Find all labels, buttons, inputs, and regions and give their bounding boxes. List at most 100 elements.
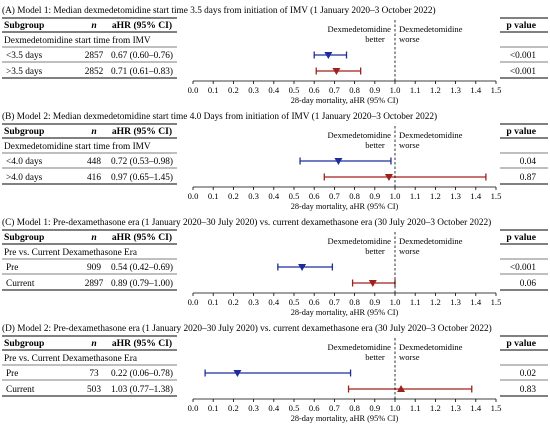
- x-tick-label: 0.6: [309, 403, 320, 413]
- x-tick-label: 1.5: [491, 191, 502, 201]
- group-label: Dexmedetomidine start time from IMV: [4, 141, 151, 152]
- x-tick-label: 1.3: [450, 403, 461, 413]
- row-p-value: 0.04: [520, 157, 537, 167]
- x-tick-label: 0.2: [228, 191, 239, 201]
- x-tick-label: 1.4: [470, 403, 481, 413]
- better-label: Dexmedetomidine: [328, 342, 392, 352]
- x-tick-label: 1.1: [410, 85, 421, 95]
- x-tick-label: 0.9: [369, 191, 380, 201]
- row-ahr: 0.67 (0.60–0.76): [111, 50, 173, 61]
- x-tick-label: 0.8: [349, 297, 360, 307]
- x-tick-label: 0.9: [369, 85, 380, 95]
- x-tick-label: 1.5: [491, 297, 502, 307]
- x-tick-label: 0.8: [349, 85, 360, 95]
- column-header-n: n: [91, 232, 96, 243]
- row-label: <3.5 days: [6, 51, 43, 61]
- x-tick-label: 1.3: [450, 297, 461, 307]
- x-tick-label: 0.8: [349, 403, 360, 413]
- row-n: 2897: [85, 279, 104, 289]
- x-tick-label: 0.4: [268, 191, 279, 201]
- x-tick-label: 0.3: [248, 85, 259, 95]
- x-axis-label: 28-day mortality, aHR (95% CI): [291, 202, 399, 211]
- x-tick-label: 1.3: [450, 191, 461, 201]
- worse-label: worse: [399, 246, 420, 256]
- row-n: 73: [89, 369, 99, 379]
- x-tick-label: 0.7: [329, 191, 340, 201]
- row-ahr: 0.22 (0.06–0.78): [111, 368, 173, 379]
- x-tick-label: 0.0: [188, 85, 199, 95]
- column-header-subgroup: Subgroup: [4, 232, 44, 243]
- better-label: better: [365, 34, 385, 44]
- column-header-p-value: p value: [506, 232, 536, 243]
- x-tick-label: 1.0: [390, 403, 401, 413]
- estimate-marker: [332, 68, 341, 75]
- estimate-marker: [324, 52, 333, 59]
- x-tick-label: 1.2: [430, 85, 441, 95]
- worse-label: Dexmedetomidine: [399, 130, 463, 140]
- better-label: better: [365, 352, 385, 362]
- x-tick-label: 1.5: [491, 85, 502, 95]
- column-header-ahr: aHR (95% CI): [112, 126, 172, 137]
- x-tick-label: 0.3: [248, 403, 259, 413]
- row-label: Current: [6, 279, 35, 289]
- better-label: better: [365, 140, 385, 150]
- x-tick-label: 0.1: [208, 191, 219, 201]
- column-header-subgroup: Subgroup: [4, 338, 44, 349]
- x-tick-label: 1.0: [390, 297, 401, 307]
- row-label: <4.0 days: [6, 157, 43, 167]
- row-p-value: <0.001: [510, 51, 537, 61]
- x-tick-label: 0.6: [309, 297, 320, 307]
- x-tick-label: 1.3: [450, 85, 461, 95]
- worse-label: Dexmedetomidine: [399, 24, 463, 34]
- worse-label: Dexmedetomidine: [399, 236, 463, 246]
- x-axis-label: 28-day mortality, aHR (95% CI): [291, 96, 399, 105]
- better-label: Dexmedetomidine: [328, 236, 392, 246]
- row-p-value: 0.06: [520, 279, 537, 289]
- x-tick-label: 0.4: [268, 85, 279, 95]
- x-tick-label: 0.3: [248, 191, 259, 201]
- x-tick-label: 0.9: [369, 403, 380, 413]
- x-tick-label: 1.5: [491, 403, 502, 413]
- column-header-ahr: aHR (95% CI): [112, 232, 172, 243]
- x-tick-label: 0.5: [289, 297, 300, 307]
- x-tick-label: 0.7: [329, 85, 340, 95]
- column-header-subgroup: Subgroup: [4, 20, 44, 31]
- x-tick-label: 1.2: [430, 297, 441, 307]
- x-tick-label: 0.8: [349, 191, 360, 201]
- row-ahr: 0.72 (0.53–0.98): [111, 156, 173, 167]
- panel-title: (B) Model 2: Median dexmedetomidine star…: [2, 111, 437, 122]
- x-tick-label: 0.6: [309, 191, 320, 201]
- worse-label: worse: [399, 352, 420, 362]
- column-header-ahr: aHR (95% CI): [112, 20, 172, 31]
- column-header-n: n: [91, 126, 96, 137]
- row-ahr: 0.71 (0.61–0.83): [111, 66, 173, 77]
- x-tick-label: 0.6: [309, 85, 320, 95]
- x-tick-label: 1.1: [410, 403, 421, 413]
- estimate-marker: [368, 280, 377, 287]
- worse-label: worse: [399, 34, 420, 44]
- x-tick-label: 0.2: [228, 85, 239, 95]
- x-tick-label: 1.2: [430, 191, 441, 201]
- row-n: 503: [87, 385, 101, 395]
- row-n: 2852: [85, 67, 104, 77]
- x-tick-label: 1.1: [410, 297, 421, 307]
- group-label: Pre vs. Current Dexamethasone Era: [4, 248, 137, 258]
- worse-label: worse: [399, 140, 420, 150]
- panel-title: (A) Model 1: Median dexmedetomidine star…: [2, 5, 436, 16]
- row-ahr: 0.54 (0.42–0.69): [111, 262, 173, 273]
- column-header-ahr: aHR (95% CI): [112, 338, 172, 349]
- x-tick-label: 0.1: [208, 85, 219, 95]
- x-tick-label: 1.2: [430, 403, 441, 413]
- x-tick-label: 0.7: [329, 403, 340, 413]
- estimate-marker: [384, 174, 393, 181]
- row-p-value: <0.001: [510, 263, 537, 273]
- row-ahr: 0.89 (0.79–1.00): [111, 278, 173, 289]
- x-tick-label: 0.2: [228, 297, 239, 307]
- x-tick-label: 0.4: [268, 297, 279, 307]
- x-tick-label: 0.0: [188, 403, 199, 413]
- group-label: Pre vs. Current Dexamethasone Era: [4, 354, 137, 364]
- better-label: Dexmedetomidine: [328, 24, 392, 34]
- row-ahr: 1.03 (0.77–1.38): [111, 384, 173, 395]
- x-tick-label: 1.1: [410, 191, 421, 201]
